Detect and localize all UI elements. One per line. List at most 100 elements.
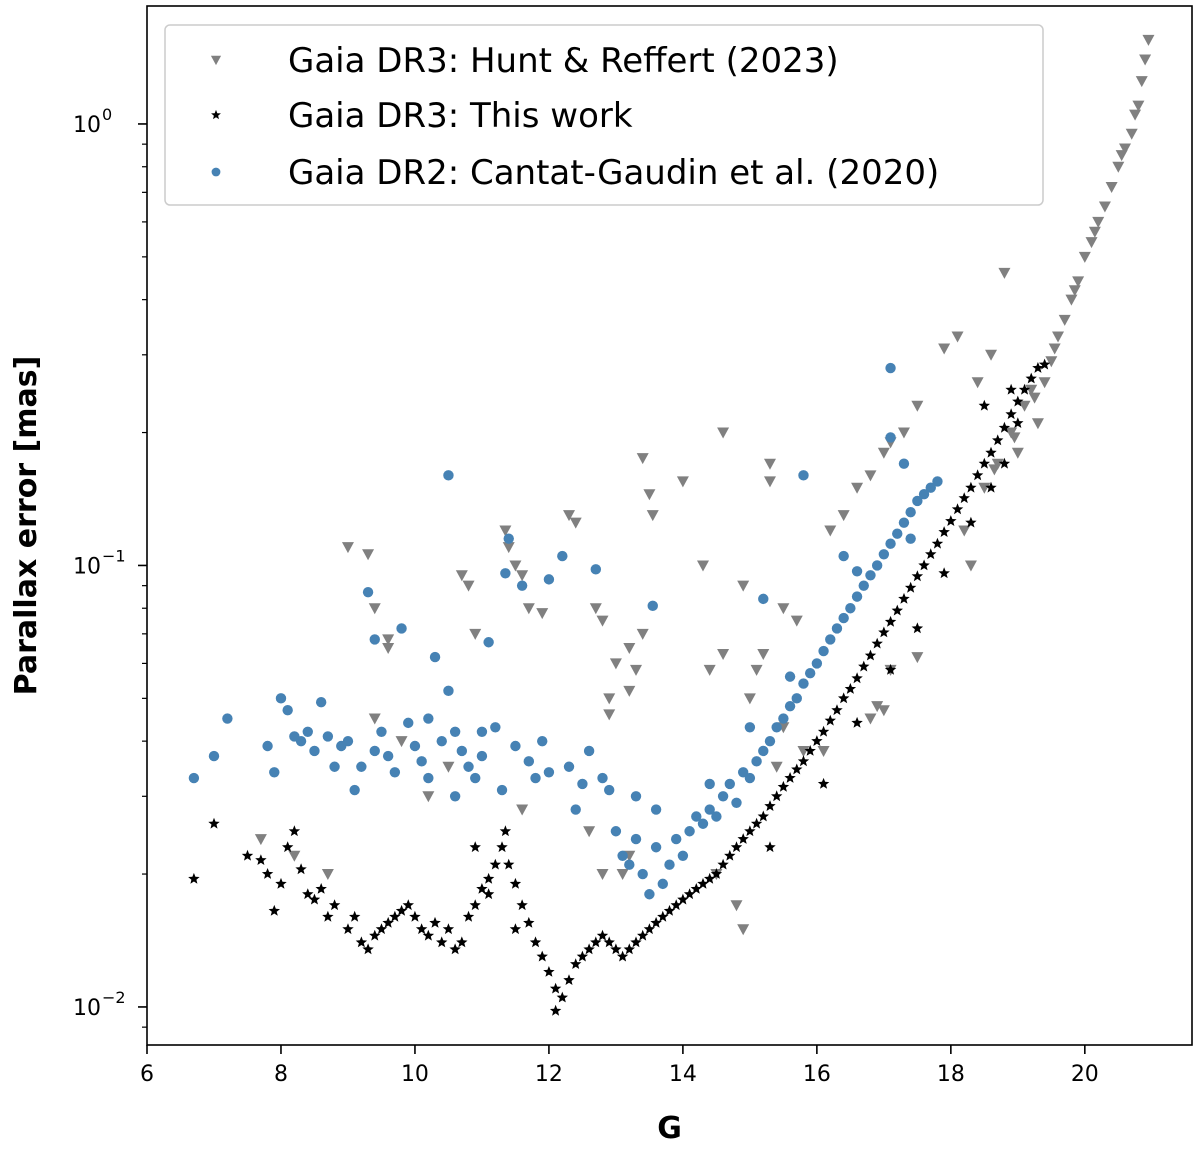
chart-marks	[188, 34, 1155, 1016]
data-point	[522, 603, 535, 615]
data-point	[743, 693, 756, 705]
data-point	[342, 735, 354, 747]
data-point	[302, 888, 314, 900]
data-point	[851, 482, 864, 494]
data-point	[717, 649, 730, 661]
data-point	[409, 740, 421, 752]
data-point	[985, 446, 997, 458]
data-point	[884, 663, 897, 675]
data-point	[898, 592, 910, 604]
data-point	[590, 936, 602, 948]
data-point	[503, 858, 515, 870]
data-point	[838, 612, 849, 624]
data-point	[925, 482, 936, 493]
data-point	[282, 841, 294, 853]
data-point	[1012, 417, 1024, 428]
data-point	[677, 893, 689, 905]
data-point	[696, 560, 709, 572]
data-point	[302, 726, 313, 737]
data-point	[456, 936, 468, 948]
data-point	[992, 434, 1004, 446]
data-point	[442, 923, 455, 935]
data-point	[677, 850, 689, 861]
data-point	[684, 826, 695, 837]
data-point	[462, 910, 475, 922]
data-point	[744, 722, 756, 733]
data-point	[892, 528, 903, 539]
data-point	[262, 740, 273, 752]
data-point	[691, 811, 702, 822]
data-point	[623, 943, 635, 955]
data-point	[255, 854, 267, 865]
data-point	[269, 767, 280, 778]
data-point	[771, 790, 783, 802]
data-point	[791, 763, 803, 775]
data-point	[1068, 285, 1081, 297]
data-point	[784, 671, 796, 682]
data-point	[717, 858, 729, 870]
data-point	[610, 826, 622, 837]
series-0-points	[254, 34, 1155, 936]
data-point	[603, 936, 615, 948]
data-point	[1025, 384, 1038, 396]
x-tick-label: 14	[669, 1062, 697, 1087]
data-point	[322, 731, 334, 742]
data-point	[583, 943, 595, 955]
data-point	[797, 755, 810, 767]
data-point	[1129, 109, 1142, 121]
data-point	[1105, 181, 1118, 193]
data-point	[818, 645, 829, 657]
data-point	[536, 950, 548, 962]
data-point	[389, 910, 401, 922]
data-point	[911, 400, 924, 412]
data-point	[295, 735, 307, 747]
data-point	[469, 841, 481, 853]
data-point	[817, 777, 830, 789]
data-point	[911, 622, 924, 634]
data-point	[563, 510, 576, 522]
data-point	[750, 817, 763, 829]
data-point	[831, 704, 843, 716]
data-point	[931, 537, 944, 549]
data-point	[409, 910, 421, 922]
data-point	[382, 750, 394, 762]
data-point	[349, 910, 361, 922]
data-point	[596, 929, 609, 941]
data-point	[911, 570, 924, 582]
data-point	[563, 761, 575, 772]
series-2-points	[188, 362, 943, 900]
data-point	[670, 899, 682, 911]
data-point	[569, 517, 582, 529]
data-point	[403, 717, 414, 729]
data-point	[1132, 100, 1145, 112]
data-point	[871, 701, 884, 713]
data-point	[998, 457, 1011, 469]
data-point	[945, 515, 957, 526]
data-point	[730, 841, 743, 853]
data-point	[798, 470, 809, 481]
legend-label: Gaia DR3: This work	[288, 96, 633, 136]
data-point	[476, 726, 488, 737]
data-point	[222, 713, 233, 724]
data-point	[510, 740, 521, 752]
data-point	[469, 628, 482, 640]
data-point	[523, 756, 535, 767]
data-point	[897, 427, 910, 439]
data-point	[469, 899, 481, 911]
data-point	[261, 868, 274, 879]
data-point	[878, 549, 890, 560]
data-point	[884, 615, 897, 627]
data-point	[1025, 372, 1037, 384]
data-point	[543, 574, 555, 585]
data-point	[610, 943, 622, 955]
data-point	[637, 868, 648, 880]
x-tick-label: 16	[803, 1062, 831, 1087]
data-point	[382, 643, 395, 655]
data-point	[844, 683, 857, 694]
data-point	[911, 652, 924, 664]
data-point	[321, 869, 334, 881]
data-point	[449, 943, 461, 955]
data-point	[811, 735, 823, 746]
